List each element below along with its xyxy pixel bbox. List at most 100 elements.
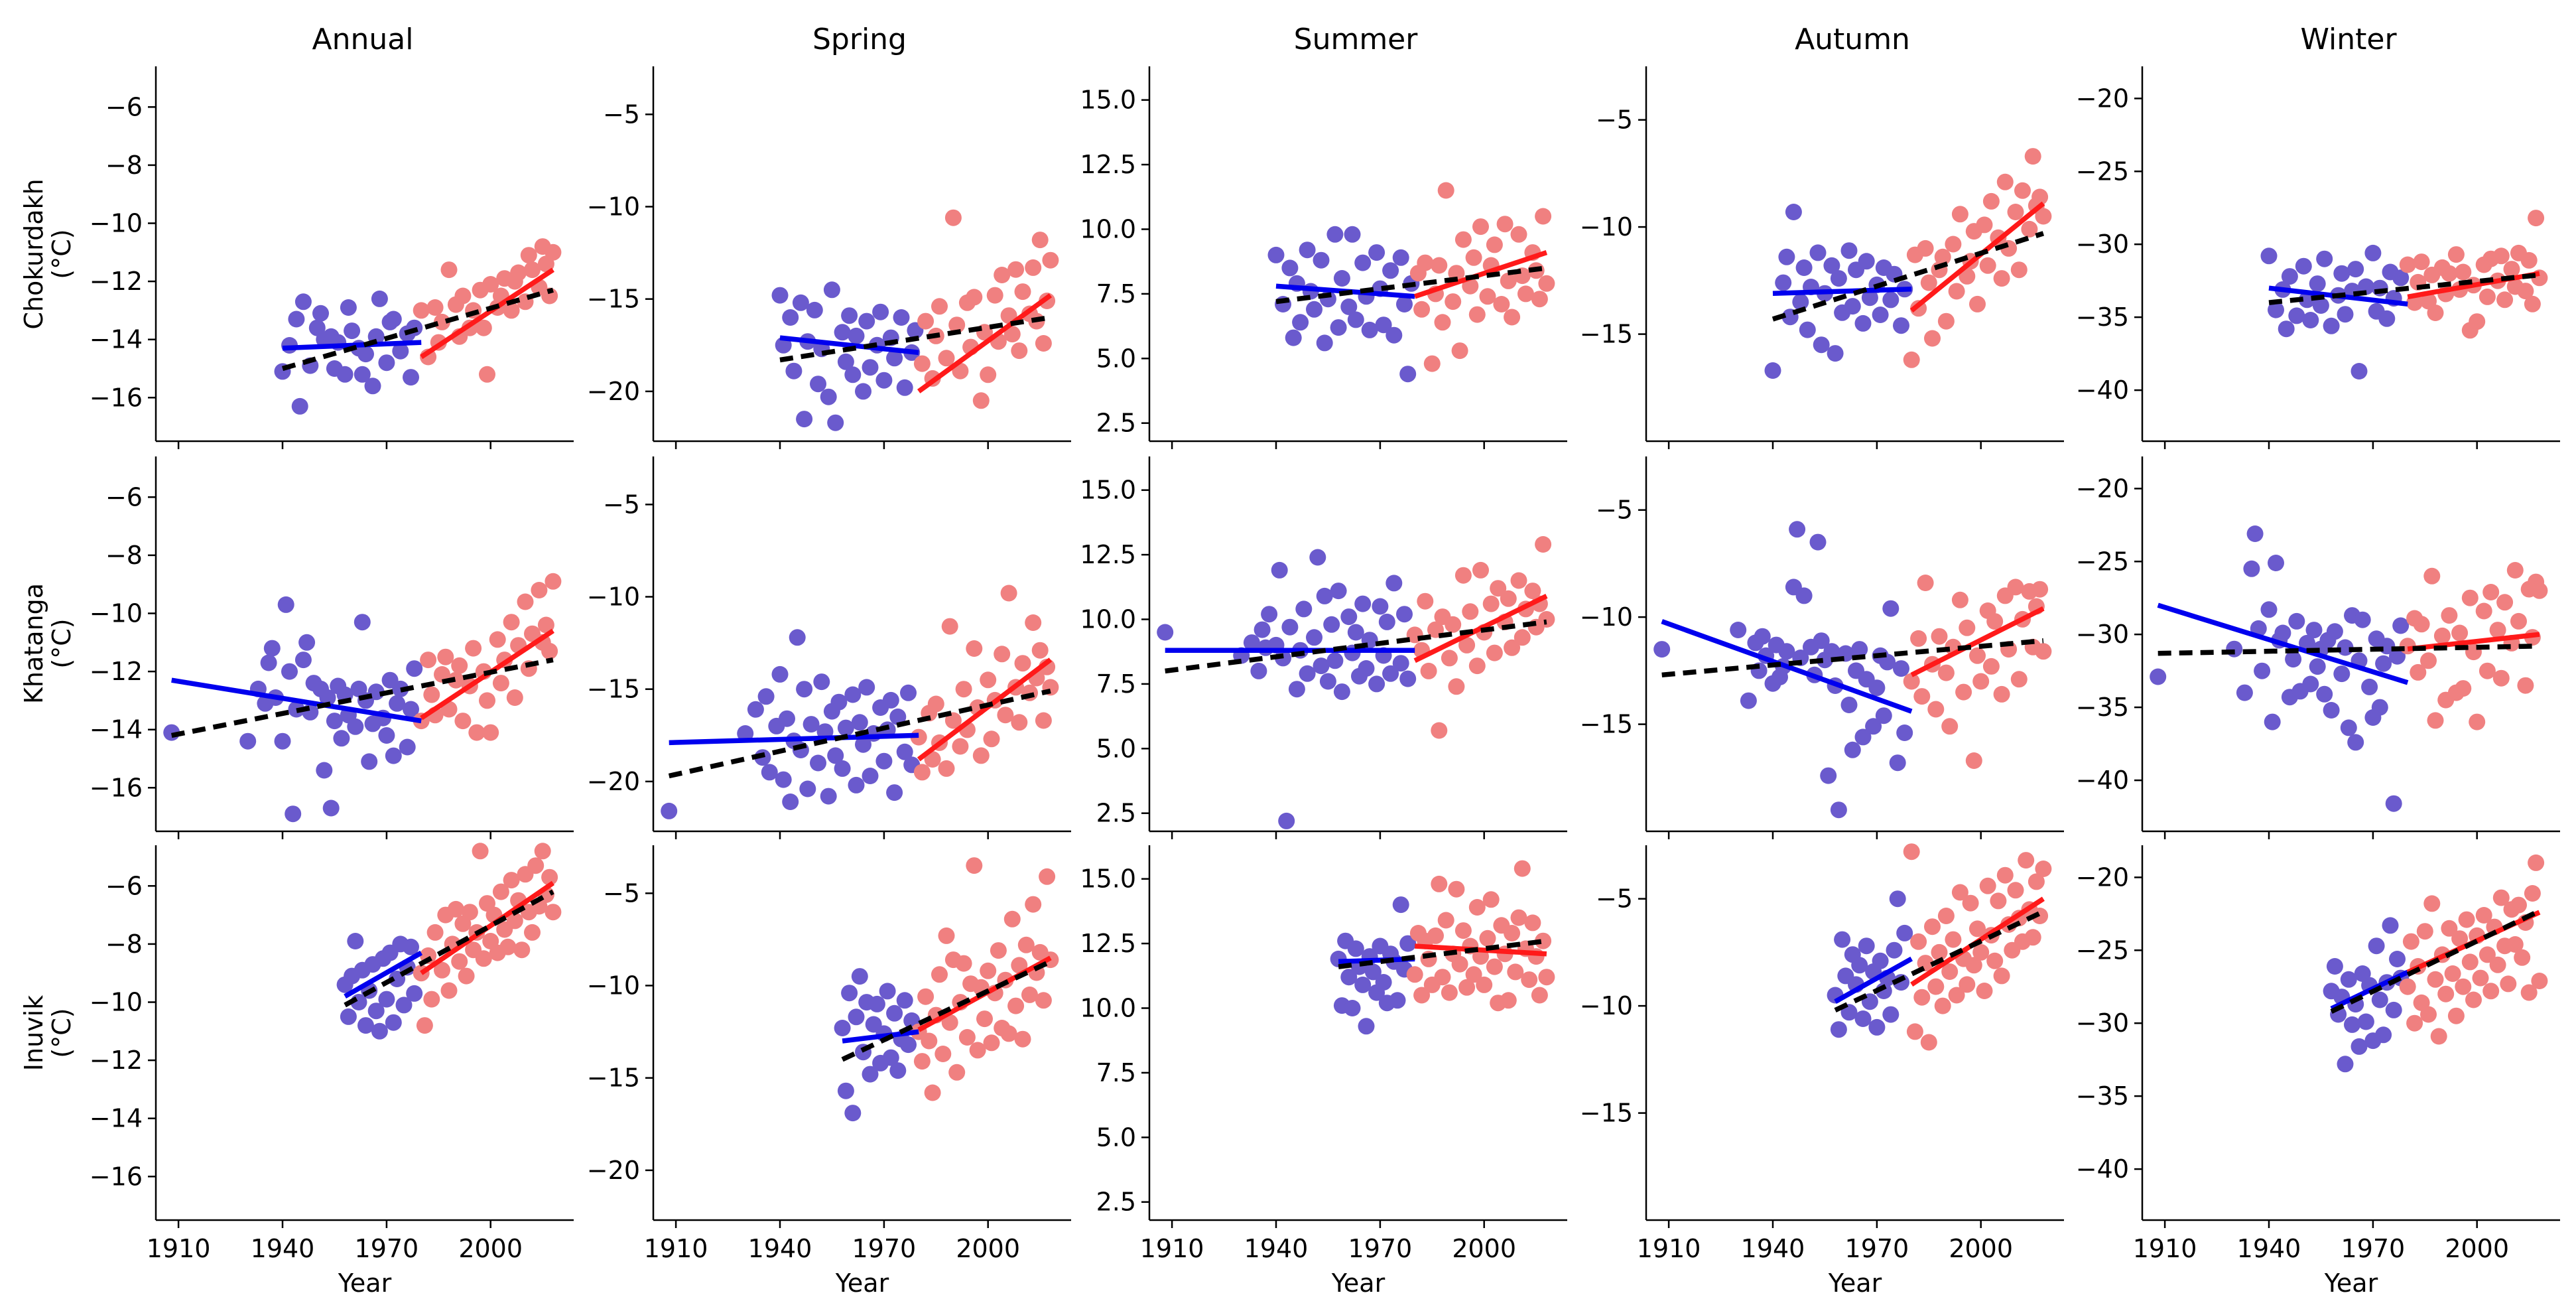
data-point-early xyxy=(322,799,340,817)
data-point-early xyxy=(2246,525,2264,542)
trend-early-line xyxy=(2157,602,2409,685)
data-point-late xyxy=(2472,969,2489,987)
data-point-early xyxy=(1851,957,1868,974)
data-point-early xyxy=(2254,662,2271,679)
data-point-late xyxy=(1014,655,1031,672)
data-point-early xyxy=(810,754,826,772)
data-point-late xyxy=(1910,933,1927,950)
data-point-early xyxy=(1358,1018,1375,1035)
trend-full-line xyxy=(1771,231,2045,322)
data-point-late xyxy=(1955,683,1972,701)
row-label-inuvik-unit: (°C) xyxy=(47,1008,76,1058)
data-point-early xyxy=(281,663,298,680)
data-point-late xyxy=(1996,173,2014,190)
data-point-early xyxy=(775,771,792,788)
row-label-inuvik-station: Inuvik xyxy=(19,995,48,1071)
data-point-late xyxy=(517,593,534,610)
data-point-late xyxy=(2035,861,2052,877)
data-point-early xyxy=(395,997,413,1014)
x-axis-label: Year xyxy=(338,1269,392,1298)
data-point-late xyxy=(1521,971,1538,989)
data-point-late xyxy=(1937,908,1955,924)
data-point-late xyxy=(913,355,931,372)
data-point-late xyxy=(1982,657,2000,675)
y-tick-label: 7.5 xyxy=(1096,669,1136,699)
data-point-early xyxy=(1396,606,1413,623)
y-tick-label: −20 xyxy=(2076,862,2129,892)
data-point-early xyxy=(2375,1026,2392,1044)
x-tick-label: 1940 xyxy=(1741,1234,1805,1263)
data-point-late xyxy=(1003,910,1021,928)
data-point-early xyxy=(1889,890,1906,908)
data-point-late xyxy=(2528,854,2545,871)
data-point-early xyxy=(385,747,402,764)
data-point-late xyxy=(2420,1006,2437,1023)
data-point-late xyxy=(917,312,934,330)
data-point-late xyxy=(1017,936,1035,953)
data-point-late xyxy=(1451,342,1468,360)
y-tick-label: −10 xyxy=(90,209,143,238)
data-point-late xyxy=(1445,616,1462,633)
y-tick-label: −15 xyxy=(1580,710,1633,739)
data-point-early xyxy=(1789,521,1806,538)
data-point-early xyxy=(2316,685,2333,703)
data-point-early xyxy=(1340,969,1358,986)
data-point-late xyxy=(1990,892,2007,910)
data-point-late xyxy=(434,313,450,330)
data-point-late xyxy=(1504,309,1521,326)
data-point-early xyxy=(2309,275,2326,293)
data-point-early xyxy=(260,654,277,671)
data-point-late xyxy=(440,982,458,999)
trend-full-line xyxy=(1661,638,2044,678)
data-point-late xyxy=(2514,949,2531,966)
data-point-early xyxy=(789,629,806,646)
data-point-late xyxy=(531,582,548,598)
data-point-late xyxy=(944,209,962,226)
panel-inuvik-spring: −5 −10 −15 −20 1910 1940 1970 2000 Year xyxy=(587,845,1071,1298)
data-point-early xyxy=(875,372,893,389)
data-point-late xyxy=(1458,979,1476,996)
data-point-early xyxy=(2278,320,2295,338)
panel-khatanga-annual: −6 −8 −10 −12 −14 −16 xyxy=(90,456,574,839)
data-point-early xyxy=(1775,274,1792,291)
data-point-late xyxy=(2458,911,2475,928)
data-point-early xyxy=(851,968,868,985)
x-tick-label: 2000 xyxy=(458,1234,523,1263)
data-point-early xyxy=(1844,741,1861,758)
data-point-early xyxy=(1396,296,1413,312)
data-point-early xyxy=(837,353,854,370)
y-tick-label: −12 xyxy=(90,267,143,296)
data-point-early xyxy=(837,719,854,736)
data-point-late xyxy=(2423,895,2441,912)
data-point-late xyxy=(541,642,558,659)
data-point-early xyxy=(1389,992,1406,1009)
data-point-late xyxy=(1504,925,1521,941)
data-point-late xyxy=(917,988,934,1005)
data-point-late xyxy=(472,843,489,860)
data-point-early xyxy=(1306,629,1322,646)
data-point-late xyxy=(2427,712,2444,729)
y-tick-label: −10 xyxy=(1580,212,1633,242)
y-tick-label: 2.5 xyxy=(1096,799,1136,828)
data-point-early xyxy=(661,802,678,819)
y-tick-label: −25 xyxy=(2076,547,2129,576)
panel-inuvik-winter: −20 −25 −30 −35 −40 1910 1940 1970 2000 Year xyxy=(2076,845,2560,1298)
data-point-late xyxy=(2430,1028,2447,1045)
data-point-early xyxy=(2347,261,2364,278)
x-axis-label: Year xyxy=(1331,1269,1385,1298)
row-label-khatanga-unit: (°C) xyxy=(47,618,76,668)
data-point-late xyxy=(2035,643,2052,660)
data-point-late xyxy=(2010,261,2028,279)
data-point-late xyxy=(1924,918,1941,935)
data-point-early xyxy=(406,985,423,1002)
data-point-late xyxy=(534,843,551,860)
data-point-early xyxy=(2392,617,2410,634)
data-point-early xyxy=(319,689,336,706)
y-tick-label: −10 xyxy=(90,599,143,628)
data-point-early xyxy=(855,383,871,400)
data-point-early xyxy=(1795,259,1813,276)
data-point-late xyxy=(1482,595,1500,612)
y-tick-label: −15 xyxy=(587,675,640,704)
y-tick-label: −35 xyxy=(2076,1081,2129,1111)
data-point-late xyxy=(2024,148,2041,165)
